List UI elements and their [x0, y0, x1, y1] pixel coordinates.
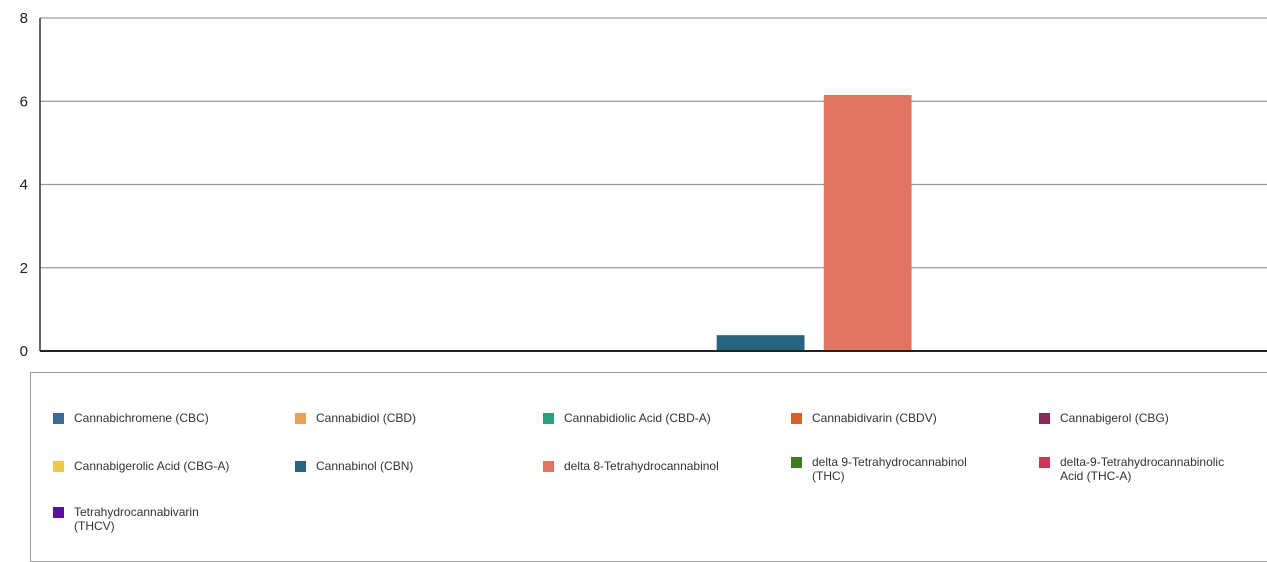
legend-label-line: Acid (THC-A)	[1060, 469, 1132, 483]
legend-label: Cannabigerolic Acid (CBG-A)	[74, 459, 229, 473]
legend-label: Tetrahydrocannabivarin (THCV)	[74, 505, 199, 533]
legend-swatch	[791, 413, 802, 424]
legend-item: Cannabidivarin (CBDV)	[791, 411, 937, 425]
legend-label-line: Cannabidivarin (CBDV)	[812, 411, 937, 425]
y-tick-label: 8	[20, 10, 28, 27]
legend-label-line: Cannabigerolic Acid (CBG-A)	[74, 459, 230, 473]
legend-label: Cannabichromene (CBC)	[74, 411, 209, 425]
legend-label: delta-9-Tetrahydrocannabinolic Acid (THC-…	[1060, 455, 1224, 483]
legend-label: Cannabidiol (CBD)	[316, 411, 416, 425]
legend-item: Cannabinol (CBN)	[295, 459, 413, 473]
bars	[716, 95, 912, 351]
legend-label: delta 8-Tetrahydrocannabinol	[564, 459, 719, 473]
legend-label-line: delta-9-Tetrahydrocannabinolic	[1060, 455, 1225, 469]
legend-item: delta-9-Tetrahydrocannabinolic Acid (THC-…	[1039, 455, 1224, 483]
legend-item: Cannabigerol (CBG)	[1039, 411, 1169, 425]
legend-label: Cannabinol (CBN)	[316, 459, 413, 473]
legend-swatch	[1039, 457, 1050, 468]
legend-item: Cannabidiolic Acid (CBD-A)	[543, 411, 711, 425]
legend-swatch	[295, 461, 306, 472]
legend-label: Cannabigerol (CBG)	[1060, 411, 1169, 425]
y-tick-label: 2	[20, 260, 28, 277]
legend-label-line: (THCV)	[74, 519, 115, 533]
legend-swatch	[53, 461, 64, 472]
legend: Cannabichromene (CBC) Cannabidiol (CBD) Ca…	[30, 372, 1267, 562]
legend-item: Tetrahydrocannabivarin (THCV)	[53, 505, 199, 533]
legend-swatch	[791, 457, 802, 468]
bar-chart: 0 2 4 6 8	[20, 10, 1267, 360]
y-axis-ticks: 0 2 4 6 8	[20, 10, 28, 360]
y-tick-label: 6	[20, 93, 28, 110]
legend-item: Cannabichromene (CBC)	[53, 411, 209, 425]
legend-swatch	[543, 413, 554, 424]
bar-cannabinol-cbn	[716, 335, 805, 351]
legend-label-line: Cannabinol (CBN)	[316, 459, 414, 473]
legend-swatch	[1039, 413, 1050, 424]
y-tick-label: 0	[20, 343, 28, 360]
legend-label-line: (THC)	[812, 469, 845, 483]
legend-label: delta 9-Tetrahydrocannabinol (THC)	[812, 455, 967, 483]
legend-swatch	[53, 413, 64, 424]
legend-item: Cannabigerolic Acid (CBG-A)	[53, 459, 229, 473]
legend-swatch	[543, 461, 554, 472]
legend-label: Cannabidivarin (CBDV)	[812, 411, 937, 425]
legend-label-line: delta 9-Tetrahydrocannabinol	[812, 455, 967, 469]
legend-label: Cannabidiolic Acid (CBD-A)	[564, 411, 711, 425]
bar-delta-8-tetrahydrocannabinol	[823, 95, 912, 351]
legend-label-line: delta 8-Tetrahydrocannabinol	[564, 459, 719, 473]
legend-swatch	[53, 507, 64, 518]
legend-label-line: Cannabichromene (CBC)	[74, 411, 209, 425]
legend-item: delta 9-Tetrahydrocannabinol (THC)	[791, 455, 967, 483]
legend-item: Cannabidiol (CBD)	[295, 411, 416, 425]
legend-label-line: Cannabidiol (CBD)	[316, 411, 417, 425]
gridlines	[40, 17, 1267, 269]
legend-swatch	[295, 413, 306, 424]
legend-item: delta 8-Tetrahydrocannabinol	[543, 459, 719, 473]
legend-label-line: Cannabigerol (CBG)	[1060, 411, 1169, 425]
legend-label-line: Tetrahydrocannabivarin	[74, 505, 199, 519]
legend-label-line: Cannabidiolic Acid (CBD-A)	[564, 411, 711, 425]
y-tick-label: 4	[20, 177, 28, 194]
